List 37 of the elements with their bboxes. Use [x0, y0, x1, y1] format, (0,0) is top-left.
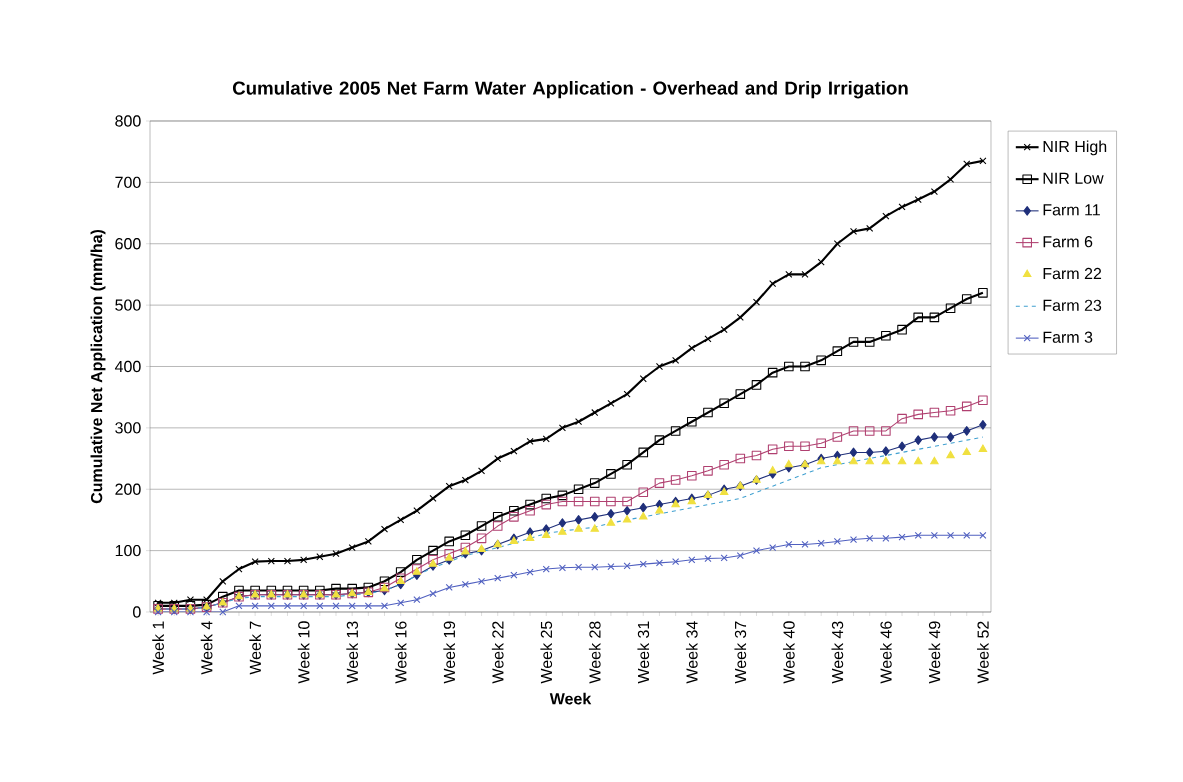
legend-label: Farm 11 — [1043, 204, 1100, 216]
y-tick-label: 700 — [115, 176, 141, 189]
x-tick-label: Week 40 — [782, 621, 795, 684]
x-tick-label: Week 7 — [249, 621, 261, 675]
x-tick-label: Week 37 — [734, 621, 747, 684]
x-axis-title: Week — [549, 692, 592, 705]
x-tick-label: Week 31 — [637, 621, 650, 684]
legend-label: Farm 22 — [1043, 267, 1102, 280]
x-tick-label: Week 10 — [297, 621, 310, 684]
x-tick-label: Week 43 — [831, 621, 844, 684]
y-tick-label: 0 — [133, 606, 141, 618]
x-tick-label: Week 16 — [394, 621, 407, 684]
legend-label: Farm 6 — [1043, 236, 1093, 248]
y-tick-label: 300 — [115, 422, 141, 434]
x-tick-label: Week 25 — [540, 621, 553, 684]
y-axis-title: Cumulative Net Application (mm/ha) — [90, 229, 106, 504]
legend-label: Farm 3 — [1043, 331, 1093, 343]
legend-label: Farm 23 — [1043, 299, 1102, 312]
y-tick-label: 100 — [115, 544, 141, 557]
x-tick-label: Week 4 — [200, 621, 213, 675]
x-tick-label: Week 46 — [880, 621, 892, 684]
legend-label: NIR High — [1043, 140, 1107, 156]
x-tick-label: Week 22 — [491, 621, 504, 684]
chart-title: Cumulative 2005 Net Farm Water Application - Overhead and Drip Irrigation — [232, 80, 908, 99]
y-tick-label: 800 — [115, 115, 141, 127]
x-tick-label: Week 49 — [928, 621, 941, 684]
x-tick-label: Week 28 — [588, 621, 601, 684]
legend-label: NIR Low — [1043, 172, 1104, 184]
x-tick-label: Week 19 — [443, 621, 456, 684]
x-tick-label: Week 1 — [152, 621, 164, 675]
x-tick-label: Week 13 — [346, 621, 359, 684]
x-tick-label: Week 52 — [977, 621, 989, 684]
x-tick-label: Week 34 — [685, 621, 698, 684]
y-tick-label: 500 — [115, 299, 141, 311]
y-tick-label: 400 — [114, 360, 141, 373]
y-tick-label: 200 — [115, 483, 141, 495]
y-tick-label: 600 — [115, 238, 141, 250]
